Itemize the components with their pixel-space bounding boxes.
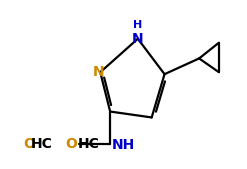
Text: NH: NH xyxy=(112,138,135,152)
Text: O: O xyxy=(23,137,35,151)
Text: HC: HC xyxy=(31,137,53,151)
Text: N: N xyxy=(132,32,144,46)
Text: N: N xyxy=(92,65,104,79)
Text: O: O xyxy=(66,137,78,151)
Text: HC: HC xyxy=(78,137,99,151)
Text: H: H xyxy=(133,20,143,30)
